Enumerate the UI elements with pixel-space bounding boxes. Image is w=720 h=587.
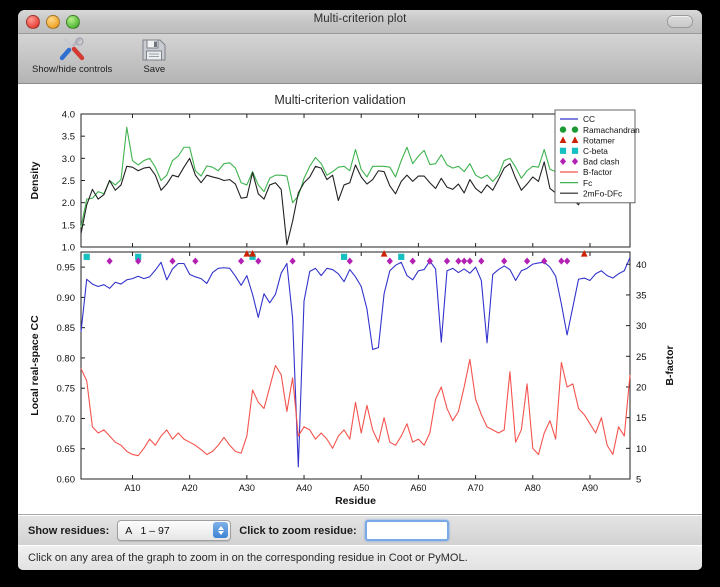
minimize-button[interactable] bbox=[46, 15, 60, 29]
density-series bbox=[80, 126, 631, 246]
svg-text:0.65: 0.65 bbox=[57, 444, 76, 455]
show-hide-controls-button[interactable]: Show/hide controls bbox=[26, 36, 118, 75]
svg-text:A70: A70 bbox=[468, 483, 484, 493]
toolbar-toggle-button[interactable] bbox=[667, 15, 693, 28]
svg-text:0.60: 0.60 bbox=[57, 475, 76, 486]
legend-label: Fc bbox=[583, 178, 592, 188]
residue-axis-label: Residue bbox=[335, 495, 376, 507]
svg-text:0.95: 0.95 bbox=[57, 263, 76, 274]
zoom-residue-label: Click to zoom residue: bbox=[239, 524, 357, 537]
chevron-up-icon bbox=[217, 525, 224, 530]
svg-text:A20: A20 bbox=[182, 483, 198, 493]
residue-range-select[interactable]: A 1 – 97 bbox=[117, 520, 232, 541]
svg-text:3.0: 3.0 bbox=[62, 154, 75, 165]
legend-label: Ramachandran bbox=[583, 125, 640, 135]
chevron-down-icon bbox=[217, 530, 224, 535]
show-residues-label: Show residues: bbox=[28, 524, 110, 537]
zoom-button[interactable] bbox=[66, 15, 80, 29]
legend-label: 2mFo-DFc bbox=[583, 188, 622, 198]
svg-text:0.75: 0.75 bbox=[57, 384, 76, 395]
window-title: Multi-criterion plot bbox=[313, 13, 407, 25]
bfactor-axis-label: B-factor bbox=[664, 345, 676, 385]
chart-title: Multi-criterion validation bbox=[274, 93, 405, 107]
density-y-axis: 1.0 1.5 2.0 2.5 3.0 3.5 4.0 bbox=[62, 110, 85, 254]
multi-criterion-plot[interactable]: Multi-criterion validation 1.0 1.5 2.0 2.5 3… bbox=[18, 84, 702, 511]
svg-text:2.0: 2.0 bbox=[62, 198, 75, 209]
svg-text:A30: A30 bbox=[239, 483, 255, 493]
toolbar: Show/hide controls Save bbox=[18, 34, 702, 84]
legend-label: CC bbox=[583, 114, 595, 124]
bfactor-y-axis: 5 10 15 20 25 30 35 40 bbox=[626, 260, 647, 486]
svg-text:0.90: 0.90 bbox=[57, 293, 76, 304]
validation-series bbox=[80, 257, 631, 468]
svg-text:30: 30 bbox=[636, 321, 647, 332]
svg-text:A10: A10 bbox=[124, 483, 140, 493]
marker-group-rotamer bbox=[243, 250, 588, 257]
legend-label: C-beta bbox=[583, 146, 608, 156]
svg-text:A80: A80 bbox=[525, 483, 541, 493]
svg-text:2.5: 2.5 bbox=[62, 176, 75, 187]
svg-text:15: 15 bbox=[636, 413, 647, 424]
svg-text:35: 35 bbox=[636, 290, 647, 301]
svg-text:5: 5 bbox=[636, 475, 641, 486]
marker-group-bad-clash bbox=[106, 257, 571, 265]
controls-bar: Show residues: A 1 – 97 Click to zoom re… bbox=[18, 515, 702, 545]
density-x-axis bbox=[131, 114, 591, 247]
close-button[interactable] bbox=[26, 15, 40, 29]
cc-y-axis: 0.60 0.65 0.70 0.75 0.80 0.85 0.90 0.95 bbox=[57, 263, 85, 486]
marker-group-c-beta bbox=[83, 253, 405, 260]
title-bar: Multi-criterion plot bbox=[18, 10, 702, 34]
legend-label: Rotamer bbox=[583, 135, 615, 145]
svg-text:20: 20 bbox=[636, 382, 647, 393]
svg-text:25: 25 bbox=[636, 352, 647, 363]
svg-text:1.5: 1.5 bbox=[62, 220, 75, 231]
svg-text:4.0: 4.0 bbox=[62, 110, 75, 121]
status-message: Click on any area of the graph to zoom i… bbox=[28, 552, 468, 564]
density-panel: 1.0 1.5 2.0 2.5 3.0 3.5 4.0 Density bbox=[29, 110, 631, 254]
app-window: Multi-criterion plot Show/hide controls bbox=[18, 10, 702, 570]
svg-text:0.70: 0.70 bbox=[57, 414, 76, 425]
svg-text:1.0: 1.0 bbox=[62, 243, 75, 254]
svg-text:A40: A40 bbox=[296, 483, 312, 493]
tools-icon bbox=[57, 37, 87, 63]
save-button[interactable]: Save bbox=[120, 36, 188, 75]
legend-label: Bad clash bbox=[583, 157, 620, 167]
validation-panel: 0.60 0.65 0.70 0.75 0.80 0.85 0.90 0.95 5 10 15 20… bbox=[29, 250, 676, 507]
stepper-arrows-icon[interactable] bbox=[213, 522, 229, 538]
residue-range-value: A 1 – 97 bbox=[125, 524, 170, 537]
svg-text:0.85: 0.85 bbox=[57, 323, 76, 334]
zoom-residue-input[interactable] bbox=[364, 520, 449, 541]
save-label: Save bbox=[143, 64, 166, 75]
cc-axis-label: Local real-space CC bbox=[29, 315, 41, 416]
svg-text:3.5: 3.5 bbox=[62, 132, 75, 143]
show-hide-controls-label: Show/hide controls bbox=[32, 64, 113, 75]
svg-text:0.80: 0.80 bbox=[57, 353, 76, 364]
legend-label: B-factor bbox=[583, 167, 612, 177]
plot-area[interactable]: Multi-criterion validation 1.0 1.5 2.0 2.5 3… bbox=[18, 84, 702, 515]
svg-text:A90: A90 bbox=[582, 483, 598, 493]
density-axis-label: Density bbox=[29, 161, 41, 199]
svg-text:10: 10 bbox=[636, 444, 647, 455]
window-controls bbox=[26, 15, 80, 29]
svg-text:A50: A50 bbox=[353, 483, 369, 493]
svg-text:40: 40 bbox=[636, 260, 647, 271]
status-bar: Click on any area of the graph to zoom i… bbox=[18, 545, 702, 570]
residue-x-axis: A10 A20 A30 A40 A50 A60 A70 A80 A90 bbox=[124, 252, 598, 493]
floppy-save-icon bbox=[141, 37, 167, 63]
svg-text:A60: A60 bbox=[410, 483, 426, 493]
